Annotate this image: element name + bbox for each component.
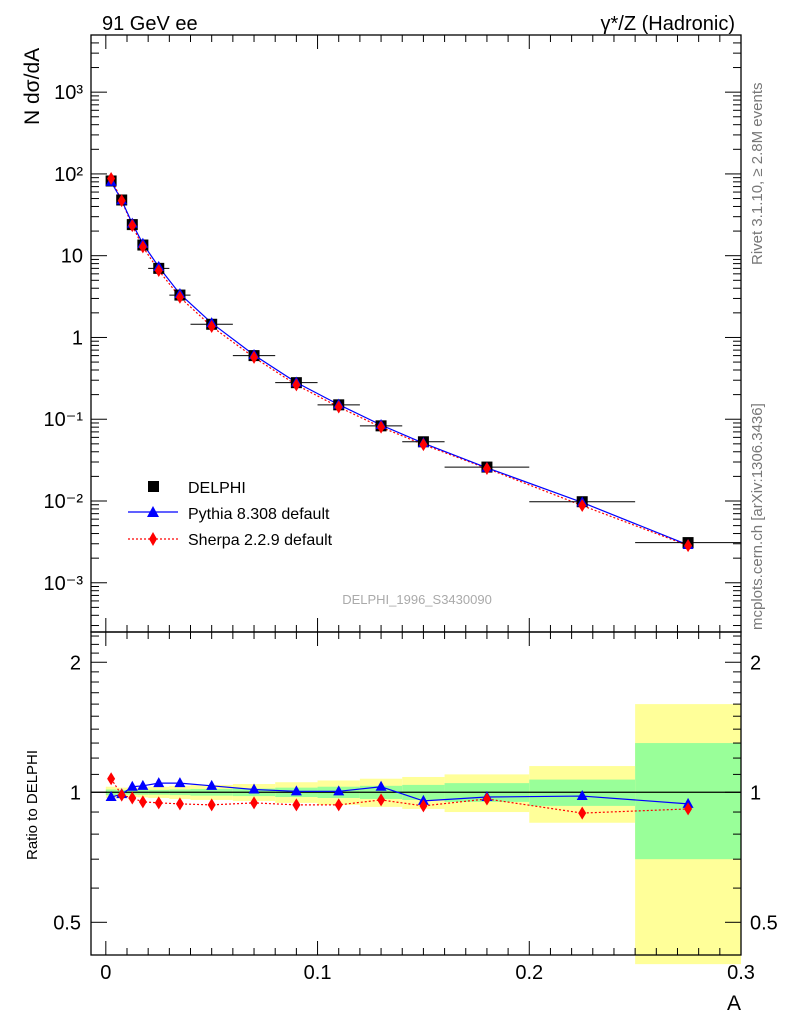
pythia-ratio-point [375,780,387,791]
sherpa-ratio-point [207,798,216,812]
pythia-ratio-point [576,790,588,801]
sherpa-point [154,263,163,277]
sherpa-point [482,461,491,475]
main-y-tick-label: 10³ [54,82,83,104]
sherpa-point [128,219,137,233]
sherpa-ratio-point [292,798,301,812]
sherpa-point [138,240,147,254]
legend-label-delphi: DELPHI [188,480,246,497]
main-y-tick-label: 10⁻¹ [44,409,84,431]
main-y-tick-label: 10⁻² [44,491,84,513]
pythia-ratio-point [333,785,345,796]
sherpa-ratio-point [482,792,491,806]
legend-marker-sherpa [149,532,157,546]
sherpa-point [334,400,343,414]
ratio-y-axis-title: Ratio to DELPHI [24,750,41,860]
pythia-ratio-point [248,783,260,794]
pythia-ratio-point [137,779,149,790]
main-y-axis-title: N dσ/dA [21,48,44,125]
pythia-ratio-point [290,785,302,796]
x-tick-label: 0 [100,962,111,984]
mcplots-side-label: mcplots.cern.ch [arXiv:1306.3436] [749,403,766,630]
ratio-y-tick-label-right: 1 [750,782,761,804]
sherpa-point [175,290,184,304]
legend-marker-pythia [147,506,159,517]
sherpa-ratio-point [175,797,184,811]
axes: 0 0.1 0.2 0.3 10⁻³ 10⁻² 10⁻¹ 1 10 10² 10³ 0.5 0.5 1 1 2… [44,34,778,984]
ratio-y-tick-label-right: 0.5 [750,912,778,934]
header-left-label: 91 GeV ee [102,13,198,35]
sherpa-point [578,499,587,513]
sherpa-ratio-point [138,795,147,809]
pythia-ratio-point [153,777,165,788]
main-panel-marks [105,171,741,553]
x-tick-label: 0.3 [727,962,755,984]
ratio-y-tick-label-left: 1 [70,782,81,804]
sherpa-ratio-point [578,806,587,820]
ratio-uncertainty-bands [105,704,741,965]
sherpa-ratio-point [250,796,259,810]
main-y-tick-label: 10⁻³ [44,573,84,595]
x-tick-label: 0.1 [304,962,332,984]
sherpa-ratio-point [154,796,163,810]
ratio-panel-marks [91,772,741,820]
legend-marker-delphi [148,481,159,492]
sherpa-point [377,420,386,434]
sherpa-point [684,539,693,553]
sherpa-ratio-point [419,799,428,813]
main-y-tick-label: 10 [61,246,83,268]
rivet-side-label: Rivet 3.1.10, ≥ 2.8M events [749,83,766,266]
pythia-ratio-point [126,780,138,791]
ratio-frame [90,631,742,956]
pythia-ratio-point [174,777,186,788]
pythia-ratio-point [206,779,218,790]
sherpa-ratio-point [377,793,386,807]
sherpa-point [250,350,259,364]
legend-label-pythia: Pythia 8.308 default [188,506,330,523]
sherpa-point [292,378,301,392]
sherpa-point [419,438,428,452]
main-y-tick-label: 10² [54,164,83,186]
main-y-tick-label: 1 [72,327,83,349]
sherpa-point [207,320,216,334]
ratio-y-tick-label-left: 2 [70,652,81,674]
legend: DELPHI Pythia 8.308 default Sherpa 2.2.9… [128,480,333,549]
sherpa-ratio-point [684,802,693,816]
sherpa-point [107,171,116,185]
analysis-watermark: DELPHI_1996_S3430090 [342,592,492,607]
header-right-label: γ*/Z (Hadronic) [601,13,735,35]
legend-label-sherpa: Sherpa 2.2.9 default [188,532,333,549]
x-axis-title: A [727,992,741,1015]
sherpa-ratio-point [117,788,126,802]
x-tick-label: 0.2 [515,962,543,984]
pythia-ratio-point [105,791,117,802]
ratio-y-tick-label-right: 2 [750,652,761,674]
sherpa-point [117,194,126,208]
ratio-y-tick-label-left: 0.5 [53,912,81,934]
sherpa-ratio-point [128,791,137,805]
sherpa-ratio-point [334,798,343,812]
sherpa-ratio-point [107,772,116,786]
